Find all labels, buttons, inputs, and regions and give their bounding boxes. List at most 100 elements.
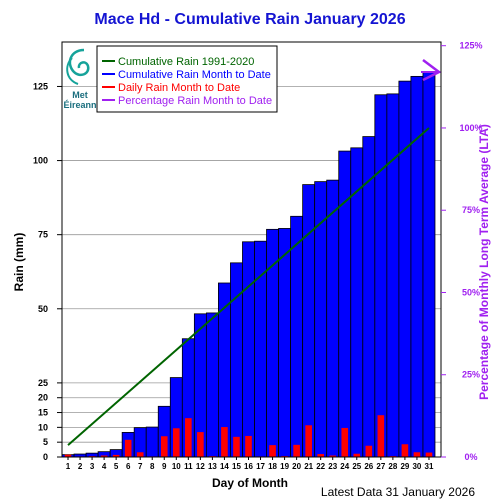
y2-axis-label: Percentage of Monthly Long Term Average …: [477, 124, 491, 400]
daily-bar: [245, 435, 252, 457]
daily-bar: [172, 428, 180, 457]
y-tick-label: 75: [38, 230, 48, 240]
daily-bar: [221, 427, 228, 457]
cumulative-bar: [242, 241, 255, 458]
x-tick-label: 4: [102, 462, 107, 471]
legend-label-cumulative: Cumulative Rain Month to Date: [118, 69, 271, 81]
daily-bar: [329, 455, 337, 457]
y-tick-label: 25: [38, 378, 48, 388]
y-axis-label: Rain (mm): [12, 233, 26, 292]
logo-swirl-icon: [68, 48, 90, 77]
daily-bar: [185, 418, 192, 457]
daily-bar: [136, 452, 144, 457]
daily-bar: [233, 436, 240, 457]
x-tick-label: 7: [138, 462, 143, 471]
daily-bar: [197, 432, 204, 457]
x-tick-label: 24: [340, 462, 349, 471]
y-tick-label: 5: [43, 437, 48, 447]
y2-tick-label: 25%: [462, 370, 480, 380]
x-tick-label: 29: [400, 462, 409, 471]
x-tick-label: 17: [256, 462, 265, 471]
x-tick-label: 9: [162, 462, 167, 471]
logo: Met Éireann: [63, 48, 97, 110]
cumulative-bars: [61, 71, 436, 458]
cumulative-bar: [278, 228, 292, 458]
cumulative-bar: [398, 80, 412, 458]
daily-bar: [425, 452, 433, 457]
x-tick-label: 10: [172, 462, 181, 471]
x-tick-label: 16: [244, 462, 253, 471]
footer-latest-data: Latest Data 31 January 2026: [321, 485, 475, 499]
x-tick-label: 8: [150, 462, 155, 471]
daily-bar: [413, 452, 421, 457]
legend-label-lta: Cumulative Rain 1991-2020: [118, 56, 254, 68]
daily-bar: [124, 439, 132, 457]
cumulative-bar: [326, 179, 340, 458]
x-tick-label: 31: [425, 462, 434, 471]
y2-tick-label: 0%: [464, 452, 477, 462]
daily-bar: [341, 427, 349, 457]
daily-bar: [100, 455, 108, 457]
x-tick-label: 27: [376, 462, 385, 471]
daily-bar: [401, 444, 409, 457]
lta-line: [67, 127, 430, 446]
y-tick-label: 20: [38, 393, 48, 403]
y-tick-label: 50: [38, 304, 48, 314]
cumulative-bar: [410, 75, 424, 458]
y-tick-label: 0: [43, 452, 48, 462]
x-tick-label: 3: [90, 462, 95, 471]
x-tick-label: 1: [66, 462, 71, 471]
daily-bar: [64, 454, 72, 457]
right-axis-ticks: 0% 25% 50% 75% 100% 125%: [441, 41, 483, 462]
logo-text-met: Met: [72, 90, 88, 100]
x-tick-label: 18: [268, 462, 277, 471]
x-tick-label: 5: [114, 462, 119, 471]
x-tick-label: 2: [78, 462, 83, 471]
daily-bar: [377, 415, 385, 457]
y2-tick-label: 75%: [462, 205, 480, 215]
legend-label-daily: Daily Rain Month to Date: [118, 82, 240, 94]
x-tick-label: 14: [220, 462, 229, 471]
x-tick-label: 11: [184, 462, 193, 471]
x-tick-label: 23: [328, 462, 337, 471]
cumulative-bar: [145, 426, 159, 458]
cumulative-bar: [205, 312, 219, 458]
x-tick-label: 30: [412, 462, 421, 471]
x-tick-label: 6: [126, 462, 131, 471]
daily-bar: [317, 454, 324, 457]
cumulative-bar: [374, 94, 388, 458]
daily-bar: [269, 445, 276, 457]
y-tick-label: 15: [38, 408, 48, 418]
y-tick-label: 125: [33, 81, 48, 91]
plot-frame: [61, 41, 442, 458]
daily-bar: [353, 453, 361, 457]
daily-bar: [293, 444, 300, 457]
x-tick-label: 15: [232, 462, 241, 471]
percentage-arrow: [421, 59, 442, 82]
y-tick-label: 100: [33, 156, 48, 166]
daily-bar: [160, 436, 168, 457]
x-tick-label: 19: [280, 462, 289, 471]
x-axis-ticks: 1 2 3 4 5 6 7 8 9 10 11 12 13 14 15 16 17 18 19 20 21 22 23 24 2…: [66, 457, 434, 471]
legend: Cumulative Rain 1991-2020 Cumulative Rai…: [96, 45, 278, 113]
cumulative-bar: [290, 215, 304, 458]
y-tick-label: 10: [38, 422, 48, 432]
x-axis-label: Day of Month: [212, 476, 288, 490]
daily-bar: [305, 425, 312, 457]
legend-box: [96, 45, 278, 113]
x-tick-label: 13: [208, 462, 217, 471]
cumulative-bar: [422, 71, 436, 458]
cumulative-bar: [302, 184, 316, 458]
x-tick-label: 22: [316, 462, 325, 471]
x-tick-label: 25: [352, 462, 361, 471]
y2-tick-label: 125%: [459, 41, 482, 51]
x-tick-label: 20: [292, 462, 301, 471]
x-tick-label: 28: [388, 462, 397, 471]
daily-bar: [365, 445, 373, 457]
chart-title: Mace Hd - Cumulative Rain January 2026: [94, 11, 405, 28]
cumulative-bar: [230, 262, 243, 458]
daily-bar: [112, 454, 120, 457]
y2-tick-label: 100%: [459, 123, 482, 133]
x-tick-label: 21: [304, 462, 313, 471]
